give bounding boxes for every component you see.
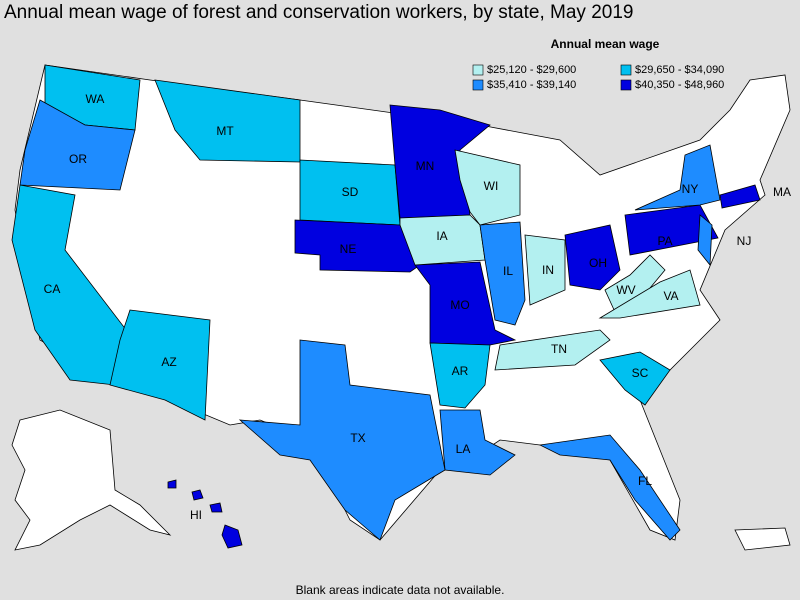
state bbox=[109, 309, 211, 421]
state-label: IN bbox=[542, 263, 554, 277]
state bbox=[634, 144, 721, 211]
state-label: TX bbox=[350, 431, 365, 445]
state-label: AR bbox=[452, 364, 469, 378]
state bbox=[624, 204, 719, 256]
title: Annual mean wage of forest and conservat… bbox=[4, 2, 633, 23]
legend-label: $29,650 - $34,090 bbox=[635, 64, 724, 76]
legend-label: $40,350 - $48,960 bbox=[635, 79, 724, 91]
state-label: NY bbox=[682, 182, 699, 196]
state bbox=[719, 184, 761, 209]
state-label: TN bbox=[551, 342, 567, 356]
puerto-rico bbox=[734, 527, 791, 551]
state-label: NE bbox=[340, 242, 357, 256]
state-label: WA bbox=[86, 92, 105, 106]
state-label: MT bbox=[216, 124, 234, 138]
state bbox=[598, 269, 701, 319]
state-label: MO bbox=[450, 298, 469, 312]
state bbox=[429, 342, 491, 409]
footnote: Blank areas indicate data not available. bbox=[296, 583, 505, 597]
state bbox=[414, 261, 517, 346]
state-label: NJ bbox=[737, 234, 752, 248]
legend-label: $35,410 - $39,140 bbox=[487, 79, 576, 91]
legend-swatch bbox=[620, 79, 632, 91]
state bbox=[538, 434, 681, 541]
state-label: MA bbox=[773, 185, 791, 199]
state bbox=[697, 214, 713, 267]
state bbox=[479, 221, 526, 326]
state-label: PA bbox=[657, 234, 672, 248]
legend-swatch bbox=[472, 64, 484, 76]
state bbox=[167, 479, 243, 549]
state-label: AZ bbox=[161, 355, 176, 369]
legend-title: Annual mean wage bbox=[551, 37, 660, 51]
state-label: WV bbox=[616, 283, 635, 297]
legend-swatch bbox=[472, 79, 484, 91]
state-label: HI bbox=[190, 508, 202, 522]
state-label: IA bbox=[436, 229, 447, 243]
state-label: OR bbox=[69, 152, 87, 166]
state bbox=[238, 339, 446, 541]
state-label: VA bbox=[663, 289, 678, 303]
state bbox=[494, 329, 611, 371]
state bbox=[154, 79, 301, 163]
state bbox=[19, 99, 136, 191]
state bbox=[564, 224, 621, 291]
state bbox=[524, 234, 566, 306]
state-label: SD bbox=[342, 185, 359, 199]
legend-label: $25,120 - $29,600 bbox=[487, 64, 576, 76]
state-label: SC bbox=[632, 366, 649, 380]
state-label: MN bbox=[416, 159, 435, 173]
state-label: CA bbox=[44, 282, 61, 296]
state-label: WI bbox=[484, 179, 499, 193]
state-label: IL bbox=[503, 264, 513, 278]
state-label: FL bbox=[638, 474, 652, 488]
us-outline bbox=[14, 64, 791, 541]
legend-swatch bbox=[620, 64, 632, 76]
state bbox=[599, 351, 671, 406]
alaska bbox=[11, 409, 172, 551]
state-label: LA bbox=[456, 442, 471, 456]
state-label: OH bbox=[589, 256, 607, 270]
